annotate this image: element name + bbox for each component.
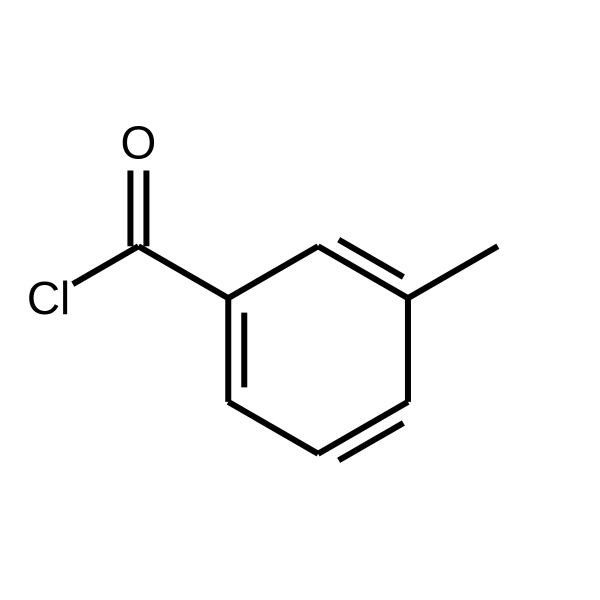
atom-label-cl: Cl xyxy=(27,272,70,324)
molecular-structure-diagram: O Cl xyxy=(0,0,600,600)
atom-label-o: O xyxy=(121,117,157,169)
